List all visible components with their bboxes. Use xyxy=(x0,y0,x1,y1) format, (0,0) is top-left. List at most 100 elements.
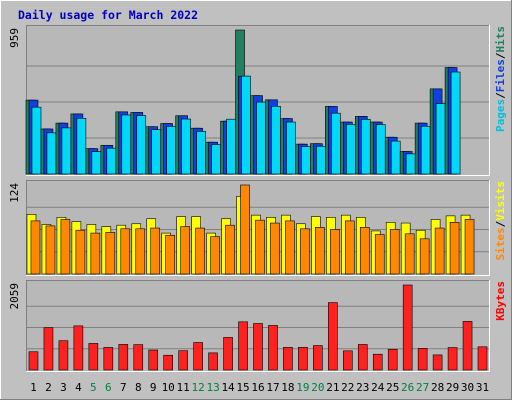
bar-pages-day-18 xyxy=(286,121,296,175)
bar-kbytes-day-27 xyxy=(417,348,428,371)
series-legend: Pages/Files/Hits xyxy=(494,26,507,132)
bar-pages-day-11 xyxy=(181,118,191,175)
x-tick-label: 2 xyxy=(45,381,52,394)
bar-pages-day-21 xyxy=(331,112,341,175)
bar-sites-day-10 xyxy=(165,234,175,275)
bar-kbytes-day-5 xyxy=(88,343,99,371)
bar-kbytes-day-2 xyxy=(43,327,54,371)
bar-pages-day-6 xyxy=(106,147,117,175)
bar-sites-day-5 xyxy=(90,232,101,275)
x-tick-label: 18 xyxy=(281,381,294,394)
chart-title: Daily usage for March 2022 xyxy=(18,8,198,22)
bar-pages-day-3 xyxy=(61,127,72,175)
x-tick-label: 11 xyxy=(177,381,190,394)
x-tick-label: 21 xyxy=(326,381,339,394)
bar-pages-day-2 xyxy=(46,132,57,175)
bar-sites-day-15 xyxy=(240,184,250,275)
bar-pages-day-23 xyxy=(360,119,371,175)
legend-pages: Pages xyxy=(494,99,507,132)
bar-kbytes-day-10 xyxy=(163,354,173,371)
bar-sites-day-9 xyxy=(150,227,161,275)
bar-sites-day-19 xyxy=(300,228,310,275)
bar-sites-day-7 xyxy=(120,228,131,275)
panel-visits: 124 Sites/Visits xyxy=(8,180,507,276)
bar-sites-day-17 xyxy=(270,222,280,275)
bar-sites-day-30 xyxy=(464,219,475,275)
x-tick-label: 20 xyxy=(311,381,324,394)
bar-kbytes-day-1 xyxy=(28,351,39,371)
x-tick-label: 16 xyxy=(251,381,264,394)
series-legend: KBytes xyxy=(494,281,507,321)
legend-sites: Sites xyxy=(494,227,507,260)
x-tick-label: 28 xyxy=(431,381,444,394)
x-tick-label: 30 xyxy=(461,381,474,394)
bar-kbytes-day-20 xyxy=(313,345,323,371)
bar-pages-day-5 xyxy=(91,151,102,175)
bar-kbytes-day-8 xyxy=(133,344,144,371)
series-legend: Sites/Visits xyxy=(494,181,507,261)
bar-kbytes-day-29 xyxy=(447,347,458,371)
x-tick-label: 7 xyxy=(120,381,127,394)
x-tick-label: 3 xyxy=(60,381,67,394)
bar-kbytes-day-12 xyxy=(193,342,203,371)
x-tick-label: 24 xyxy=(371,381,385,394)
bar-pages-day-1 xyxy=(31,106,42,175)
y-max-label: 959 xyxy=(8,28,21,48)
x-tick-label: 31 xyxy=(476,381,489,394)
legend-hits: Hits xyxy=(494,26,507,53)
bar-sites-day-27 xyxy=(419,238,430,275)
bar-pages-day-26 xyxy=(405,153,416,175)
bar-sites-day-16 xyxy=(255,219,265,275)
bar-sites-day-24 xyxy=(374,234,385,275)
bar-kbytes-day-11 xyxy=(178,350,188,371)
bar-sites-day-20 xyxy=(315,227,325,275)
x-tick-label: 4 xyxy=(75,381,82,394)
bar-sites-day-8 xyxy=(135,228,146,275)
bar-sites-day-1 xyxy=(30,220,41,275)
x-tick-label: 29 xyxy=(446,381,459,394)
bar-kbytes-day-19 xyxy=(298,346,308,371)
x-tick-label: 19 xyxy=(296,381,309,394)
bar-pages-day-7 xyxy=(121,114,132,175)
bar-pages-day-4 xyxy=(76,117,87,175)
bar-kbytes-day-9 xyxy=(148,349,159,371)
bar-pages-day-25 xyxy=(390,140,401,175)
legend-kbytes: KBytes xyxy=(494,281,507,321)
x-tick-label: 12 xyxy=(192,381,205,394)
bar-kbytes-day-14 xyxy=(223,337,233,371)
x-tick-label: 27 xyxy=(416,381,429,394)
bar-sites-day-4 xyxy=(75,229,86,275)
bar-sites-day-18 xyxy=(285,220,295,275)
panel-hits: 959 Pages/Files/Hits xyxy=(8,25,507,176)
bar-kbytes-day-31 xyxy=(477,346,488,371)
bar-kbytes-day-22 xyxy=(343,350,353,371)
bar-pages-day-27 xyxy=(420,125,431,175)
x-tick-label: 25 xyxy=(386,381,399,394)
bar-pages-day-10 xyxy=(166,126,176,175)
bar-kbytes-day-21 xyxy=(328,302,338,371)
bar-kbytes-day-18 xyxy=(283,347,293,371)
bar-pages-day-15 xyxy=(241,75,251,175)
x-tick-label: 23 xyxy=(356,381,369,394)
bar-pages-day-14 xyxy=(226,118,236,175)
x-tick-label: 13 xyxy=(206,381,219,394)
bar-kbytes-day-26 xyxy=(402,284,413,371)
bar-sites-day-2 xyxy=(45,225,56,275)
bar-kbytes-day-13 xyxy=(208,352,218,371)
bar-kbytes-day-16 xyxy=(253,323,263,371)
bar-sites-day-14 xyxy=(225,224,235,275)
bar-pages-day-22 xyxy=(346,123,356,175)
bar-pages-day-16 xyxy=(256,101,266,175)
bar-sites-day-11 xyxy=(180,226,190,275)
bar-kbytes-day-7 xyxy=(118,344,129,371)
bar-pages-day-8 xyxy=(136,115,147,175)
bar-pages-day-9 xyxy=(151,129,162,175)
bar-kbytes-day-4 xyxy=(73,325,84,371)
bar-sites-day-26 xyxy=(404,233,415,275)
legend-files: Files xyxy=(494,59,507,92)
x-tick-label: 1 xyxy=(30,381,37,394)
legend-visits: Visits xyxy=(494,181,507,221)
bar-pages-day-24 xyxy=(375,124,386,175)
y-max-label: 2059 xyxy=(8,283,21,310)
